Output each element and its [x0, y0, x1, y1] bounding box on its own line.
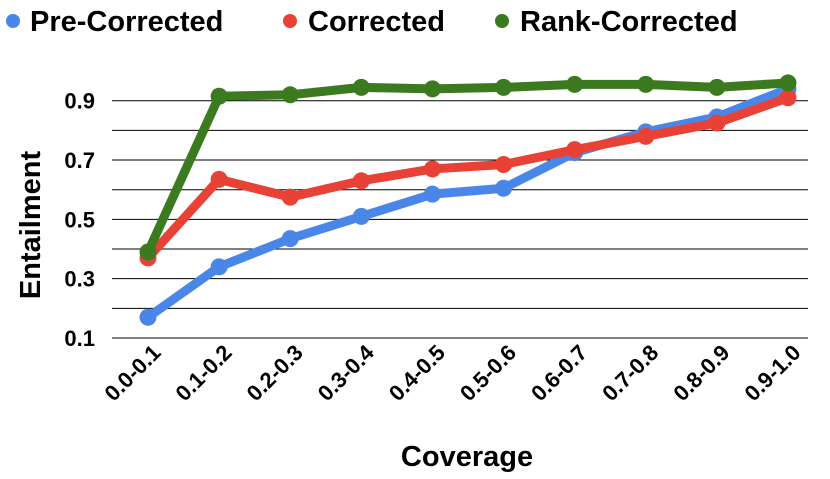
data-point	[566, 141, 584, 159]
legend: Pre-Corrected Corrected Rank-Corrected	[6, 6, 738, 38]
x-tick-label: 0.3-0.4	[313, 339, 380, 406]
data-point	[423, 185, 441, 203]
x-axis-title: Coverage	[401, 441, 533, 473]
legend-label: Rank-Corrected	[520, 6, 738, 38]
data-point	[210, 87, 228, 105]
x-axis-ticks: 0.0-0.1 0.1-0.2 0.2-0.3 0.3-0.4 0.4-0.5 0.5-0…	[99, 339, 805, 406]
series-line	[143, 84, 793, 322]
gridlines	[112, 100, 808, 339]
series-rank-corrected	[139, 74, 797, 261]
legend-item: Pre-Corrected	[6, 6, 223, 38]
data-point	[352, 207, 370, 225]
data-point	[423, 160, 441, 178]
legend-marker	[6, 14, 20, 28]
x-tick-label: 0.2-0.3	[242, 340, 308, 406]
data-point	[281, 86, 299, 104]
y-axis-ticks: 0.1 0.3 0.5 0.7 0.9	[64, 89, 95, 351]
legend-marker	[283, 14, 297, 28]
data-point	[495, 155, 513, 173]
x-tick-label: 0.9-1.0	[739, 340, 805, 406]
legend-item: Rank-Corrected	[495, 6, 738, 38]
x-tick-label: 0.5-0.6	[455, 340, 521, 406]
data-point	[708, 78, 726, 96]
data-point	[281, 188, 299, 206]
y-tick-label: 0.5	[64, 207, 95, 232]
data-point	[637, 127, 655, 145]
data-point	[495, 78, 513, 96]
x-tick-label: 0.1-0.2	[171, 340, 237, 406]
x-tick-label: 0.0-0.1	[99, 340, 165, 406]
x-tick-label: 0.6-0.7	[526, 340, 592, 406]
legend-item: Corrected	[283, 6, 445, 38]
x-tick-label: 0.8-0.9	[668, 340, 734, 406]
data-point	[779, 74, 797, 92]
y-axis-title: Entailment	[15, 151, 47, 300]
series-group	[139, 74, 797, 326]
series-line	[143, 78, 793, 257]
x-tick-label: 0.7-0.8	[597, 340, 663, 406]
data-point	[637, 75, 655, 93]
data-point	[281, 230, 299, 248]
data-point	[210, 258, 228, 276]
legend-label: Pre-Corrected	[30, 6, 223, 38]
data-point	[566, 75, 584, 93]
legend-label: Corrected	[308, 6, 445, 38]
data-point	[352, 172, 370, 190]
data-point	[352, 78, 370, 96]
series-pre-corrected	[139, 80, 797, 326]
series-corrected	[139, 89, 797, 267]
y-tick-label: 0.7	[64, 148, 95, 173]
x-tick-label: 0.4-0.5	[384, 340, 450, 406]
data-point	[139, 243, 157, 261]
y-tick-label: 0.3	[64, 267, 95, 292]
y-tick-label: 0.9	[64, 89, 95, 114]
legend-marker	[495, 14, 509, 28]
series-line	[143, 93, 793, 263]
data-point	[210, 170, 228, 188]
data-point	[139, 308, 157, 326]
data-point	[779, 89, 797, 107]
y-tick-label: 0.1	[64, 326, 95, 351]
data-point	[708, 114, 726, 132]
data-point	[423, 80, 441, 98]
data-point	[495, 179, 513, 197]
